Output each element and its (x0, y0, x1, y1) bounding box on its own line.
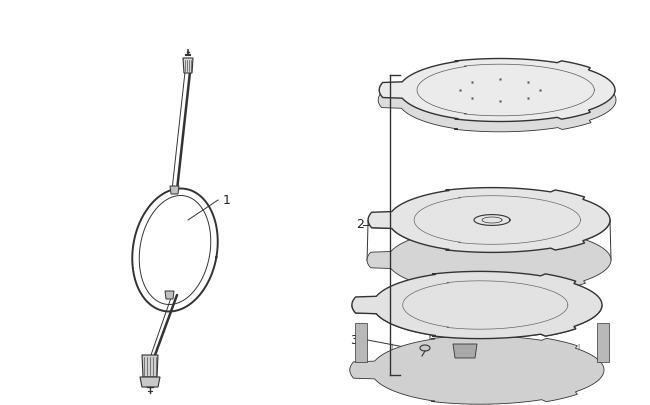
Polygon shape (142, 355, 158, 377)
Text: 2: 2 (356, 219, 364, 232)
Polygon shape (352, 271, 602, 339)
Polygon shape (368, 188, 610, 252)
Polygon shape (379, 90, 615, 121)
Polygon shape (140, 377, 160, 387)
Polygon shape (378, 68, 616, 132)
Polygon shape (170, 186, 179, 194)
Polygon shape (420, 345, 430, 351)
Polygon shape (597, 323, 608, 362)
Polygon shape (356, 323, 367, 362)
Polygon shape (350, 336, 604, 404)
Polygon shape (453, 344, 477, 358)
Text: 1: 1 (223, 194, 231, 207)
Polygon shape (367, 227, 611, 293)
Polygon shape (183, 58, 193, 73)
Polygon shape (379, 58, 615, 122)
Polygon shape (165, 291, 174, 299)
Polygon shape (352, 305, 602, 339)
Polygon shape (368, 220, 610, 252)
Text: 3: 3 (350, 333, 358, 347)
